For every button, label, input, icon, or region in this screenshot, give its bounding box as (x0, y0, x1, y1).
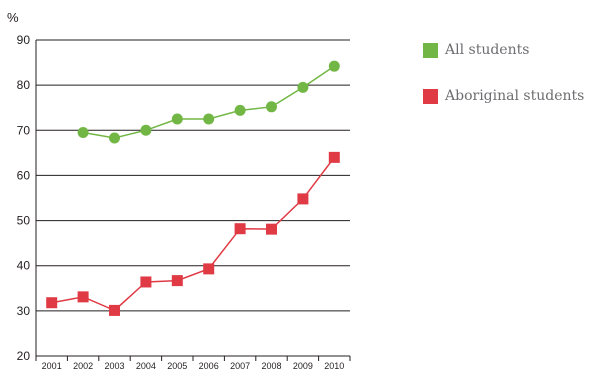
data-point (77, 291, 89, 303)
data-point (328, 151, 340, 163)
y-tick-label: 70 (17, 123, 31, 137)
data-point (46, 297, 58, 309)
data-point (203, 113, 215, 125)
y-tick-label: 60 (17, 168, 31, 182)
legend-swatch-aboriginal-students (423, 88, 438, 104)
series-lines (46, 60, 340, 316)
data-point (266, 223, 277, 235)
y-tick-label: 40 (17, 259, 31, 273)
grid-lines (36, 39, 350, 312)
data-point (140, 124, 152, 136)
data-point (171, 275, 183, 287)
data-point (77, 127, 89, 139)
data-point (266, 101, 277, 113)
data-point (140, 276, 152, 288)
x-tick-label: 2006 (199, 361, 219, 371)
x-tick-label: 2001 (42, 361, 62, 371)
x-tick-label: 2010 (324, 361, 344, 371)
series-line-aboriginal-students (51, 156, 335, 312)
data-point (203, 263, 215, 275)
y-tick-label: 20 (17, 349, 31, 363)
data-point (234, 223, 246, 235)
series-aboriginal-students (46, 151, 340, 316)
y-tick-labels: 20 30 40 50 60 70 80 90 (17, 33, 31, 363)
data-point (234, 104, 246, 116)
x-tick-label: 2002 (73, 361, 93, 371)
data-point (328, 60, 340, 72)
data-point (109, 132, 120, 144)
y-tick-label: 30 (17, 304, 31, 318)
series-line-all-students (82, 65, 335, 139)
x-tick-label: 2003 (104, 361, 124, 371)
legend-label-aboriginal-students: Aboriginal students (445, 88, 585, 104)
y-unit-label: % (7, 10, 19, 25)
x-tick-labels: 2001 2002 2003 2004 2005 2006 2007 2008 2009 2010 (42, 361, 345, 371)
legend-item-all-students: All students (423, 42, 529, 58)
y-tick-label: 50 (17, 214, 31, 228)
legend-swatch-all-students (423, 42, 438, 58)
legend-label-all-students: All students (445, 42, 530, 58)
x-tick-label: 2007 (230, 361, 250, 371)
x-tick-label: 2004 (136, 361, 156, 371)
x-tick-label: 2005 (167, 361, 187, 371)
data-point (297, 193, 309, 205)
x-tick-label: 2009 (293, 361, 313, 371)
data-point (171, 113, 183, 125)
y-tick-label: 80 (17, 78, 31, 92)
axes (35, 40, 351, 361)
data-point (109, 304, 120, 316)
data-point (297, 81, 309, 93)
legend-item-aboriginal-students: Aboriginal students (423, 88, 584, 104)
y-tick-label: 90 (17, 33, 31, 47)
x-tick-label: 2008 (261, 361, 281, 371)
series-all-students (77, 60, 340, 144)
